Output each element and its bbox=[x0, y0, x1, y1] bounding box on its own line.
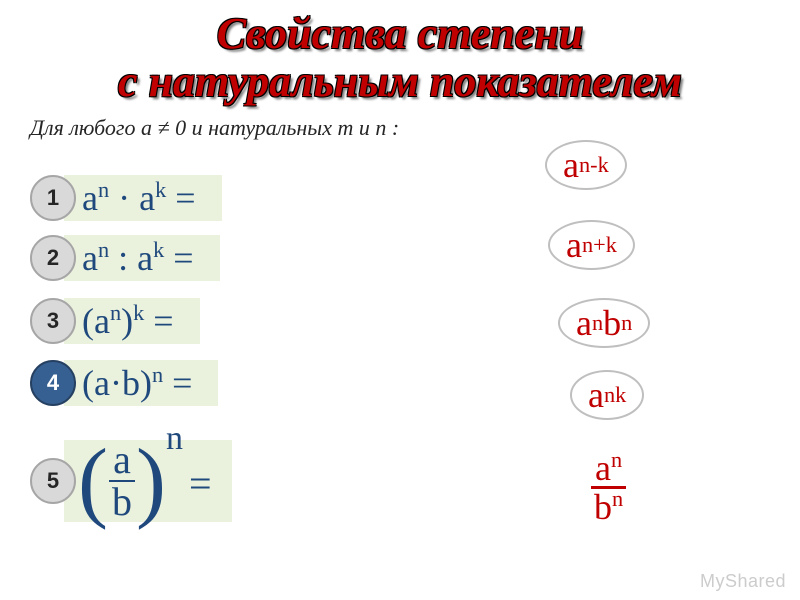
rule-badge-3: 3 bbox=[30, 298, 76, 344]
rule-row-1: 1 an · ak = bbox=[30, 175, 222, 221]
answer-3[interactable]: anbn bbox=[558, 298, 650, 348]
rule-badge-5: 5 bbox=[30, 458, 76, 504]
answer-5[interactable]: an bn bbox=[590, 450, 627, 525]
rule-row-2: 2 an : ak = bbox=[30, 235, 220, 281]
rule-expr-2: an : ak = bbox=[64, 235, 220, 281]
rule-expr-5: (ab)n= bbox=[64, 440, 232, 522]
title-line-1: Свойства степени bbox=[0, 10, 800, 58]
rule-badge-1: 1 bbox=[30, 175, 76, 221]
answer-4[interactable]: ank bbox=[570, 370, 644, 420]
rule-badge-4: 4 bbox=[30, 360, 76, 406]
slide-title: Свойства степени с натуральным показател… bbox=[0, 0, 800, 107]
answer-1[interactable]: an-k bbox=[545, 140, 627, 190]
answer-2[interactable]: an+k bbox=[548, 220, 635, 270]
title-line-2: с натуральным показателем bbox=[0, 58, 800, 106]
rule-row-3: 3 (an)k = bbox=[30, 298, 200, 344]
rule-expr-3: (an)k = bbox=[64, 298, 200, 344]
rule-row-5: 5 (ab)n= bbox=[30, 440, 232, 522]
subtitle-text: Для любого a ≠ 0 и натуральных m и n : bbox=[30, 115, 800, 141]
watermark: MyShared bbox=[700, 571, 786, 592]
rule-expr-1: an · ak = bbox=[64, 175, 222, 221]
rule-badge-2: 2 bbox=[30, 235, 76, 281]
rule-row-4: 4 (a·b)n = bbox=[30, 360, 218, 406]
rule-expr-4: (a·b)n = bbox=[64, 360, 218, 406]
